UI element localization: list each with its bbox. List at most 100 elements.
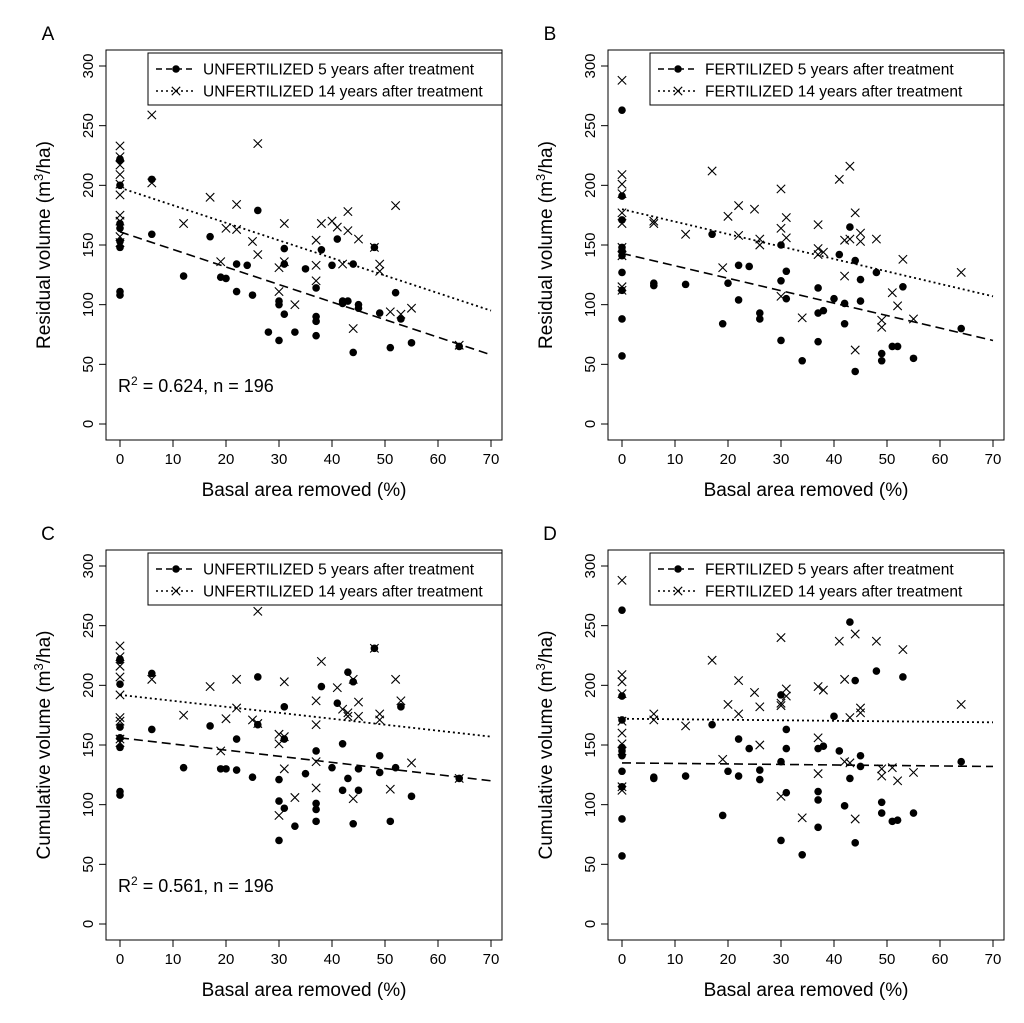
point-14yr — [115, 141, 125, 151]
point-5yr — [386, 343, 395, 352]
point-5yr — [877, 356, 886, 365]
point-14yr — [115, 712, 125, 723]
point-14yr — [718, 754, 728, 764]
point-5yr — [338, 786, 347, 795]
point-5yr — [681, 280, 690, 289]
point-14yr — [290, 792, 300, 803]
point-14yr — [332, 683, 342, 693]
point-14yr — [115, 190, 125, 200]
legend-label: FERTILIZED 14 years after treatment — [705, 84, 963, 101]
point-14yr — [353, 711, 364, 721]
x-tick-label: 60 — [932, 951, 949, 968]
point-14yr — [396, 309, 406, 319]
y-tick-label: 300 — [80, 53, 97, 78]
point-14yr — [274, 739, 284, 749]
point-5yr — [116, 680, 124, 688]
point-14yr — [707, 655, 717, 665]
point-14yr — [247, 715, 258, 725]
point-14yr — [617, 218, 627, 229]
point-5yr — [216, 765, 225, 773]
point-5yr — [312, 331, 320, 340]
point-5yr — [782, 744, 791, 753]
point-14yr — [454, 773, 464, 784]
point-5yr — [206, 722, 214, 730]
point-14yr — [311, 720, 321, 730]
panel-c: 0 10 20 30 40 50 60 70 0 50 100 150 200 250 300 Basal a… — [31, 524, 503, 1001]
point-5yr — [756, 766, 764, 774]
point-5yr — [877, 349, 886, 358]
point-14yr — [834, 174, 844, 184]
point-5yr — [856, 751, 865, 760]
point-5yr — [179, 272, 188, 280]
point-5yr — [248, 291, 257, 299]
point-14yr — [776, 791, 786, 801]
point-14yr — [279, 732, 289, 742]
point-5yr — [116, 224, 124, 233]
point-5yr — [734, 735, 743, 743]
point-14yr — [840, 674, 850, 684]
point-14yr — [115, 641, 125, 651]
y-tick-label: 250 — [80, 113, 97, 138]
point-5yr — [734, 772, 743, 780]
point-14yr — [908, 767, 919, 778]
y-tick-label: 0 — [80, 420, 97, 428]
point-14yr — [855, 703, 866, 713]
y-tick-label: 200 — [80, 673, 97, 698]
legend-label: UNFERTILIZED 5 years after treatment — [203, 62, 475, 79]
point-14yr — [253, 138, 263, 149]
point-5yr — [618, 606, 626, 614]
point-14yr — [274, 729, 284, 739]
legend-box — [147, 52, 503, 106]
y-tick-label: 200 — [582, 673, 599, 698]
legend-label: UNFERTILIZED 14 years after treatment — [203, 584, 483, 601]
point-14yr — [818, 685, 828, 695]
point-14yr — [205, 192, 215, 202]
point-5yr — [232, 287, 241, 296]
y-tick-label: 150 — [80, 732, 97, 757]
point-5yr — [280, 310, 289, 319]
point-5yr — [232, 766, 241, 774]
point-14yr — [734, 201, 744, 211]
point-5yr — [280, 260, 289, 268]
point-14yr — [311, 235, 321, 245]
point-14yr — [781, 212, 791, 223]
point-5yr — [840, 299, 849, 308]
point-14yr — [813, 249, 823, 260]
point-14yr — [232, 703, 242, 713]
point-5yr — [756, 775, 764, 784]
point-5yr — [116, 791, 124, 799]
point-14yr — [147, 110, 157, 120]
point-5yr — [338, 740, 347, 748]
point-14yr — [115, 216, 125, 226]
point-5yr — [872, 667, 881, 675]
point-5yr — [724, 279, 732, 287]
point-5yr — [840, 319, 849, 328]
point-5yr — [650, 773, 658, 782]
point-5yr — [275, 775, 283, 784]
point-5yr — [835, 747, 844, 755]
point-5yr — [830, 294, 838, 303]
point-14yr — [348, 674, 358, 684]
point-14yr — [776, 184, 786, 194]
y-tick-label: 250 — [582, 113, 599, 138]
point-5yr — [814, 796, 822, 804]
point-14yr — [375, 266, 385, 276]
point-5yr — [618, 352, 626, 360]
y-tick-label: 50 — [80, 856, 97, 873]
point-14yr — [681, 229, 691, 239]
fit-line-14yr — [119, 693, 492, 738]
x-tick-label: 60 — [932, 451, 949, 468]
point-14yr — [279, 764, 289, 774]
point-5yr — [375, 768, 384, 777]
point-14yr — [617, 785, 627, 795]
point-14yr — [406, 758, 417, 768]
point-14yr — [338, 704, 348, 714]
point-14yr — [115, 170, 125, 180]
point-14yr — [781, 684, 791, 694]
point-5yr — [851, 256, 859, 265]
point-5yr — [349, 677, 358, 686]
point-14yr — [385, 307, 395, 317]
point-14yr — [253, 718, 263, 729]
point-14yr — [179, 710, 189, 720]
